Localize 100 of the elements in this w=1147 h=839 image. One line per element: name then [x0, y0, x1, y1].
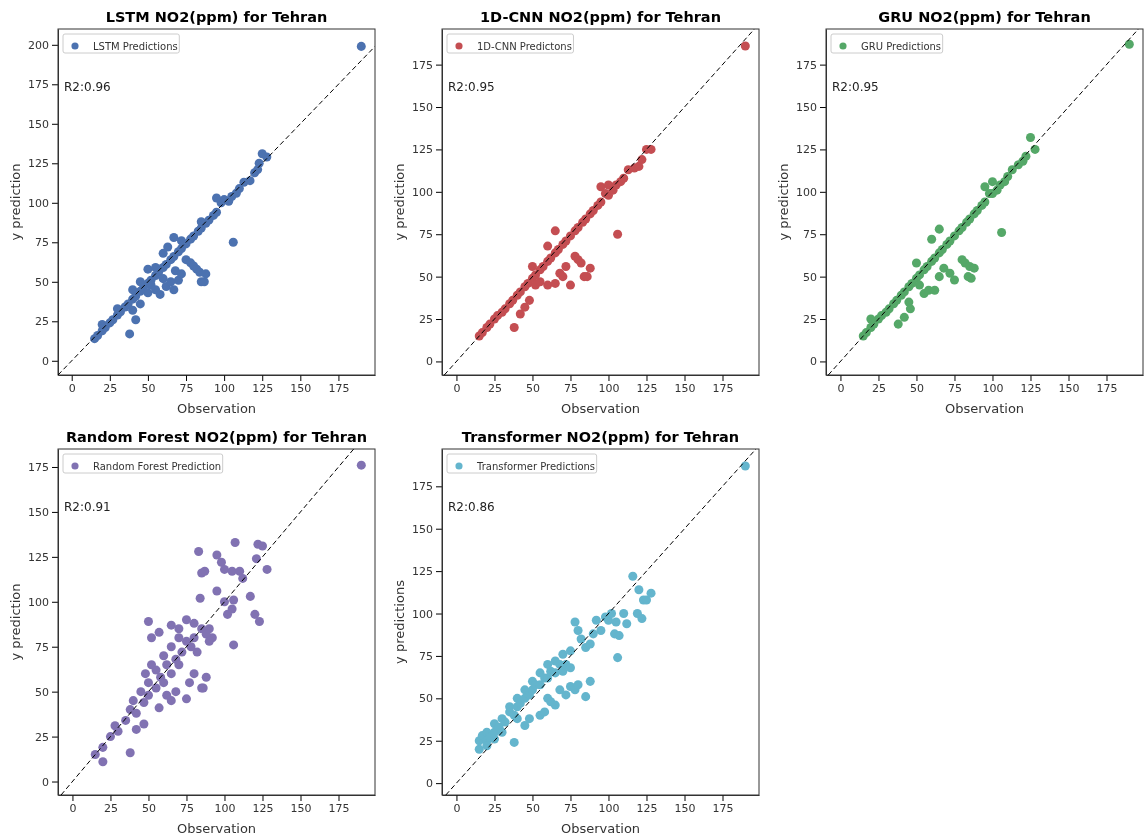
annotation: R2:0.91: [64, 500, 111, 514]
x-tick-label: 175: [328, 381, 350, 395]
y-tick-label: 150: [412, 101, 433, 115]
x-tick-label: 125: [252, 801, 274, 815]
y-tick-label: 0: [42, 775, 49, 789]
chart-title: GRU NO2(ppm) for Tehran: [878, 9, 1091, 25]
x-tick-label: 175: [712, 381, 734, 395]
y-tick-label: 25: [35, 730, 49, 744]
y-tick-label: 175: [412, 58, 433, 72]
x-tick-label: 175: [1096, 381, 1118, 395]
x-axis-title: Observation: [944, 401, 1025, 416]
x-tick-label: 0: [453, 801, 461, 815]
y-tick-label: 100: [796, 185, 817, 199]
y-tick-label: 150: [412, 522, 433, 536]
y-tick-label: 25: [419, 313, 433, 327]
x-tick-label: 175: [712, 801, 734, 815]
y-tick-label: 200: [28, 38, 49, 52]
y-tick-label: 100: [412, 607, 433, 621]
x-tick-label: 100: [982, 381, 1004, 395]
y-tick-label: 125: [412, 565, 433, 579]
x-tick-label: 125: [252, 381, 274, 395]
legend-label: GRU Predictions: [861, 41, 942, 52]
y-axis-title: y prediction: [8, 163, 23, 241]
y-tick-label: 150: [28, 505, 49, 519]
y-tick-label: 100: [28, 595, 49, 609]
y-tick-label: 75: [419, 649, 433, 663]
legend-label: 1D-CNN Predictons: [477, 41, 572, 52]
y-tick-label: 0: [810, 355, 817, 369]
legend-label: Transformer Predictions: [476, 461, 596, 472]
x-tick-label: 0: [69, 801, 77, 815]
x-axis-title: Observation: [560, 401, 641, 416]
x-tick-label: 25: [487, 381, 502, 395]
chart-title: Random Forest NO2(ppm) for Tehran: [65, 429, 368, 445]
x-axis-title: Observation: [176, 401, 257, 416]
x-tick-label: 75: [179, 801, 194, 815]
x-tick-label: 75: [563, 381, 578, 395]
y-tick-label: 125: [796, 143, 817, 157]
y-tick-label: 175: [796, 58, 817, 72]
x-tick-label: 75: [179, 381, 194, 395]
x-tick-label: 150: [290, 801, 312, 815]
x-tick-label: 100: [598, 801, 620, 815]
chart-title: Transformer NO2(ppm) for Tehran: [461, 429, 740, 445]
x-tick-label: 100: [214, 381, 236, 395]
x-tick-label: 50: [525, 801, 540, 815]
y-tick-label: 25: [35, 315, 49, 329]
chart-title: LSTM NO2(ppm) for Tehran: [105, 9, 328, 25]
x-tick-label: 25: [871, 381, 886, 395]
y-tick-label: 75: [803, 228, 817, 242]
x-tick-label: 0: [453, 381, 461, 395]
y-tick-label: 25: [803, 313, 817, 327]
y-tick-label: 175: [412, 480, 433, 494]
y-tick-label: 125: [28, 550, 49, 564]
x-tick-label: 75: [947, 381, 962, 395]
legend-label: Random Forest Prediction: [93, 461, 222, 472]
x-tick-label: 50: [909, 381, 924, 395]
y-tick-label: 75: [419, 228, 433, 242]
y-tick-label: 125: [28, 157, 49, 171]
x-tick-label: 75: [563, 801, 578, 815]
x-tick-label: 150: [674, 801, 696, 815]
x-tick-label: 150: [290, 381, 312, 395]
x-tick-label: 150: [1058, 381, 1080, 395]
x-tick-label: 50: [141, 381, 156, 395]
x-tick-label: 125: [636, 381, 658, 395]
y-tick-label: 50: [803, 270, 817, 284]
x-axis-title: Observation: [176, 821, 257, 836]
y-tick-label: 0: [42, 354, 49, 368]
chart-title: 1D-CNN NO2(ppm) for Tehran: [480, 9, 721, 25]
annotation: R2:0.86: [448, 500, 495, 514]
annotation: R2:0.95: [832, 80, 879, 94]
x-tick-label: 100: [598, 381, 620, 395]
x-tick-label: 125: [1020, 381, 1042, 395]
y-axis-title: y predictions: [392, 579, 407, 664]
x-tick-label: 150: [674, 381, 696, 395]
y-tick-label: 100: [28, 196, 49, 210]
y-tick-label: 150: [28, 117, 49, 131]
y-tick-label: 0: [426, 777, 433, 791]
y-axis-title: y prediction: [776, 163, 791, 241]
x-tick-label: 50: [525, 381, 540, 395]
y-tick-label: 75: [35, 236, 49, 250]
y-tick-label: 50: [419, 692, 433, 706]
y-axis-title: y prediction: [392, 163, 407, 241]
annotation: R2:0.95: [448, 80, 495, 94]
x-tick-label: 125: [636, 801, 658, 815]
x-tick-label: 25: [103, 381, 118, 395]
y-tick-label: 175: [28, 460, 49, 474]
y-axis-title: y prediction: [8, 583, 23, 661]
x-tick-label: 175: [328, 801, 350, 815]
x-tick-label: 25: [103, 801, 118, 815]
y-tick-label: 50: [35, 275, 49, 289]
x-tick-label: 50: [141, 801, 156, 815]
x-tick-label: 0: [837, 381, 845, 395]
x-tick-label: 0: [68, 381, 76, 395]
y-tick-label: 100: [412, 185, 433, 199]
y-tick-label: 75: [35, 640, 49, 654]
x-tick-label: 25: [487, 801, 502, 815]
y-tick-label: 175: [28, 78, 49, 92]
y-tick-label: 50: [35, 685, 49, 699]
y-tick-label: 25: [419, 734, 433, 748]
y-tick-label: 50: [419, 270, 433, 284]
y-tick-label: 0: [426, 355, 433, 369]
